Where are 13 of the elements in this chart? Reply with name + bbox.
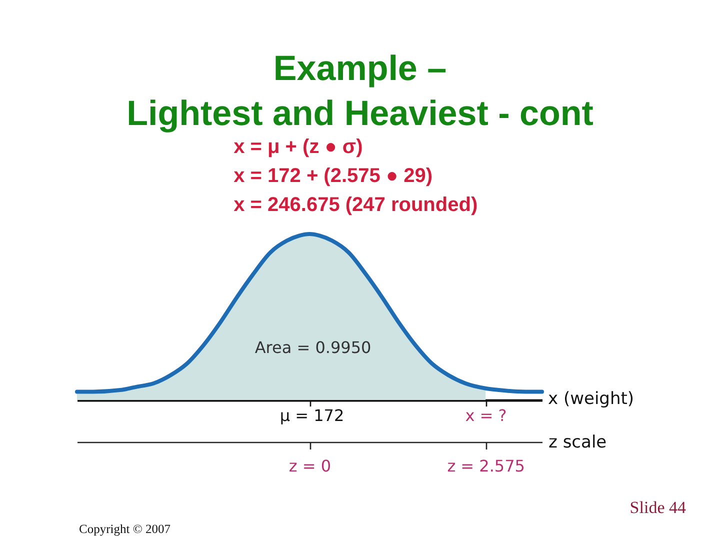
annotation: Area = 0.9950: [254, 338, 372, 357]
text: x = 246.675 (247 rounded): [234, 194, 478, 216]
x-axis-title: z scale: [548, 432, 607, 452]
text: Slide 44: [630, 498, 686, 517]
text: x (weight): [548, 389, 634, 409]
x-tick-label: z = 0: [288, 456, 332, 476]
chart-title: Example – Lightest and Heaviest - cont: [126, 49, 594, 133]
text: x = 172 + (2.575 ● 29): [234, 165, 432, 187]
text: x = μ + (z ● σ): [234, 136, 363, 158]
text: μ = 172: [280, 406, 344, 425]
text: x = ?: [465, 406, 507, 425]
text: Copyright © 2007: [79, 522, 170, 536]
x-tick-label: z = 2.575: [447, 456, 525, 476]
